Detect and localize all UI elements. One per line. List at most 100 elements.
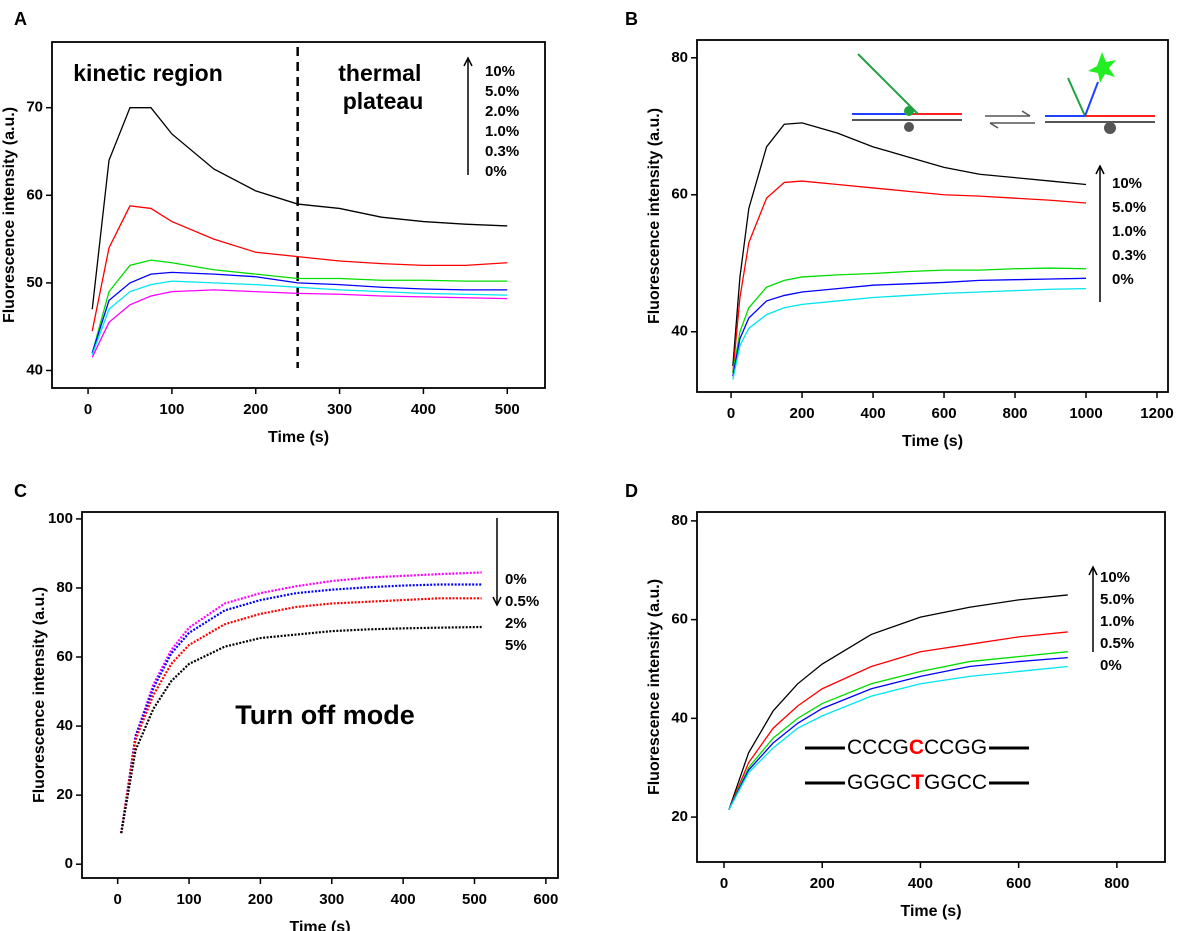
x-tick-label: 400 (908, 875, 933, 892)
x-tick-label: 500 (495, 401, 520, 418)
y-tick-label: 20 (671, 808, 688, 825)
y-tick-label: 100 (48, 510, 73, 527)
y-axis-title: Fluorescence intensity (a.u.) (646, 579, 663, 795)
data-line (728, 665, 1068, 810)
data-line (120, 583, 482, 834)
x-tick-label: 500 (462, 891, 487, 908)
y-axis-title: Fluorescence intensity (a.u.) (31, 587, 48, 803)
x-tick-label: 400 (391, 891, 416, 908)
annotation: CCCGCCCGG (847, 736, 987, 759)
panel-label: C (14, 481, 27, 501)
legend-label: 0.3% (485, 143, 519, 160)
data-line (732, 287, 1087, 380)
data-line (91, 271, 508, 354)
y-tick-label: 0 (65, 855, 73, 872)
data-line (91, 205, 508, 332)
x-tick-label: 100 (177, 891, 202, 908)
y-tick-label: 80 (671, 512, 688, 529)
legend-label: 2.0% (485, 103, 519, 120)
data-line (728, 631, 1068, 810)
x-axis-title: Time (s) (900, 903, 961, 920)
annotation: thermal plateau (338, 60, 427, 114)
plot-frame (696, 39, 1169, 393)
legend-label: 0% (505, 571, 527, 588)
y-tick-label: 40 (671, 709, 688, 726)
legend-arrowhead (1088, 565, 1098, 576)
y-axis-title: Fluorescence intensity (a.u.) (646, 108, 663, 324)
plot-frame (696, 511, 1166, 863)
x-tick-label: 600 (1006, 875, 1031, 892)
data-line (91, 107, 508, 310)
legend-label: 0.5% (1100, 635, 1134, 652)
x-axis-title: Time (s) (268, 429, 329, 446)
legend-label: 5% (505, 637, 527, 654)
data-line (728, 656, 1068, 810)
x-tick-label: 0 (727, 405, 735, 422)
panel-label: A (14, 9, 27, 29)
data-line (91, 280, 508, 355)
legend-label: 0% (1112, 271, 1134, 288)
data-line (732, 122, 1087, 367)
data-line (728, 594, 1068, 810)
legend-label: 0.5% (505, 593, 539, 610)
x-axis-title: Time (s) (902, 433, 963, 450)
legend-label: 0% (485, 163, 507, 180)
legend-label: 1.0% (1112, 223, 1146, 240)
legend-label: 1.0% (485, 123, 519, 140)
y-axis-title: Fluorescence intensity (a.u.) (1, 107, 18, 323)
legend-label: 0.3% (1112, 247, 1146, 264)
x-tick-label: 400 (411, 401, 436, 418)
data-line (91, 289, 508, 358)
x-tick-label: 300 (319, 891, 344, 908)
legend-label: 10% (485, 63, 515, 80)
annotation: GGGCTGGCC (847, 771, 987, 794)
y-tick-label: 40 (26, 361, 43, 378)
x-tick-label: 200 (810, 875, 835, 892)
panel-label: B (625, 9, 638, 29)
data-line (120, 625, 482, 834)
data-line (732, 180, 1087, 373)
panel-label: D (625, 481, 638, 501)
x-tick-label: 200 (248, 891, 273, 908)
inset-diagram (852, 52, 1155, 134)
x-tick-label: 600 (533, 891, 558, 908)
y-tick-label: 80 (56, 579, 73, 596)
y-tick-label: 40 (56, 717, 73, 734)
legend-label: 5.0% (1112, 199, 1146, 216)
data-line (728, 651, 1068, 810)
x-tick-label: 200 (790, 405, 815, 422)
legend-label: 0% (1100, 657, 1122, 674)
y-tick-label: 70 (26, 99, 43, 116)
y-tick-label: 50 (26, 274, 43, 291)
y-tick-label: 60 (671, 611, 688, 628)
annotation: Turn off mode (235, 700, 414, 730)
legend-arrowhead (492, 596, 502, 607)
annotation: kinetic region (73, 60, 223, 86)
legend-label: 5.0% (485, 83, 519, 100)
x-tick-label: 0 (84, 401, 92, 418)
legend-label: 10% (1100, 569, 1130, 586)
x-tick-label: 800 (1104, 875, 1129, 892)
x-tick-label: 1200 (1140, 405, 1173, 422)
legend-label: 10% (1112, 175, 1142, 192)
y-tick-label: 60 (671, 186, 688, 203)
data-line (732, 277, 1087, 377)
x-tick-label: 800 (1003, 405, 1028, 422)
y-tick-label: 80 (671, 49, 688, 66)
x-tick-label: 100 (159, 401, 184, 418)
x-tick-label: 1000 (1069, 405, 1102, 422)
legend-label: 5.0% (1100, 591, 1134, 608)
x-tick-label: 200 (243, 401, 268, 418)
y-tick-label: 60 (26, 186, 43, 203)
legend-arrowhead (463, 56, 473, 67)
legend-label: 2% (505, 615, 527, 632)
x-tick-label: 0 (114, 891, 122, 908)
x-tick-label: 300 (327, 401, 352, 418)
y-tick-label: 20 (56, 786, 73, 803)
x-tick-label: 0 (720, 875, 728, 892)
x-tick-label: 400 (861, 405, 886, 422)
data-line (732, 267, 1087, 373)
y-tick-label: 40 (671, 323, 688, 340)
